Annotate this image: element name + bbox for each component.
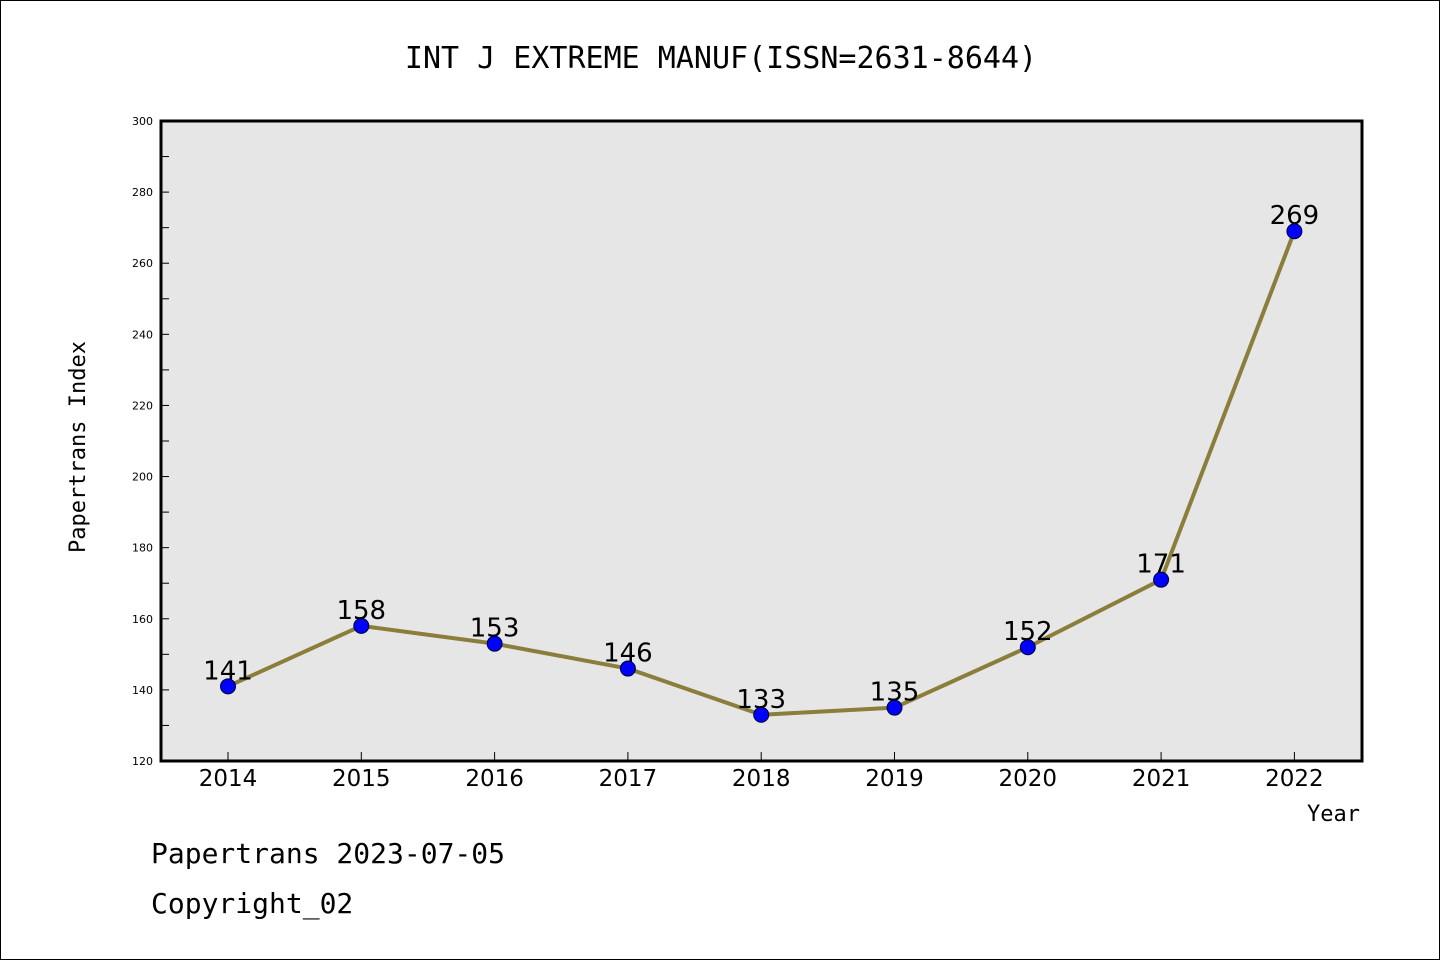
data-label: 135 — [870, 678, 920, 708]
data-label: 146 — [603, 639, 653, 669]
data-point — [753, 706, 770, 723]
data-label: 133 — [736, 685, 786, 715]
data-label: 158 — [336, 596, 386, 626]
chart-title: INT J EXTREME MANUF(ISSN=2631-8644) — [405, 41, 1037, 76]
data-label: 153 — [470, 614, 520, 644]
x-tick-label: 2016 — [465, 766, 524, 792]
data-point — [220, 678, 236, 695]
data-point — [353, 617, 370, 634]
x-tick-label: 2015 — [332, 766, 391, 792]
footer-date: Papertrans 2023-07-05 — [151, 837, 506, 870]
footer-copyright: Copyright_02 — [151, 887, 354, 920]
x-tick-label: 2021 — [1132, 766, 1191, 792]
data-point — [486, 635, 503, 652]
data-point — [1019, 639, 1036, 656]
data-label: 171 — [1136, 550, 1186, 580]
y-tick-label: 180 — [132, 542, 153, 555]
series-layer: 141 158 153 146 133 135 152 171 269 — [203, 201, 1320, 723]
data-point — [886, 699, 903, 716]
x-tick-label: 2018 — [732, 766, 791, 792]
data-point — [1286, 223, 1303, 240]
y-axis: 120 140 160 180 200 220 240 260 280 300 — [132, 115, 169, 768]
y-tick-label: 260 — [132, 257, 153, 270]
x-tick-label: 2017 — [599, 766, 658, 792]
data-point — [1153, 571, 1170, 588]
data-label: 152 — [1003, 617, 1053, 647]
y-tick-label: 160 — [132, 613, 153, 626]
plot-area — [159, 119, 1364, 763]
y-tick-label: 120 — [132, 755, 153, 768]
x-axis: 2014 2015 2016 2017 2018 2019 2020 2021 2022 — [199, 752, 1324, 792]
y-tick-label: 200 — [132, 471, 153, 484]
data-label: 141 — [203, 656, 253, 686]
y-tick-label: 300 — [132, 115, 153, 128]
data-label: 269 — [1270, 201, 1320, 231]
y-tick-label: 280 — [132, 186, 153, 199]
y-tick-label: 240 — [132, 328, 153, 341]
data-point — [619, 660, 636, 677]
y-tick-label: 220 — [132, 399, 153, 412]
y-tick-label: 140 — [132, 684, 153, 697]
y-axis-title: Papertrans Index — [66, 341, 91, 553]
x-axis-title: Year — [1307, 802, 1360, 827]
x-tick-label: 2022 — [1265, 766, 1324, 792]
x-tick-label: 2019 — [865, 766, 924, 792]
x-tick-label: 2020 — [999, 766, 1058, 792]
x-tick-label: 2014 — [199, 766, 258, 792]
